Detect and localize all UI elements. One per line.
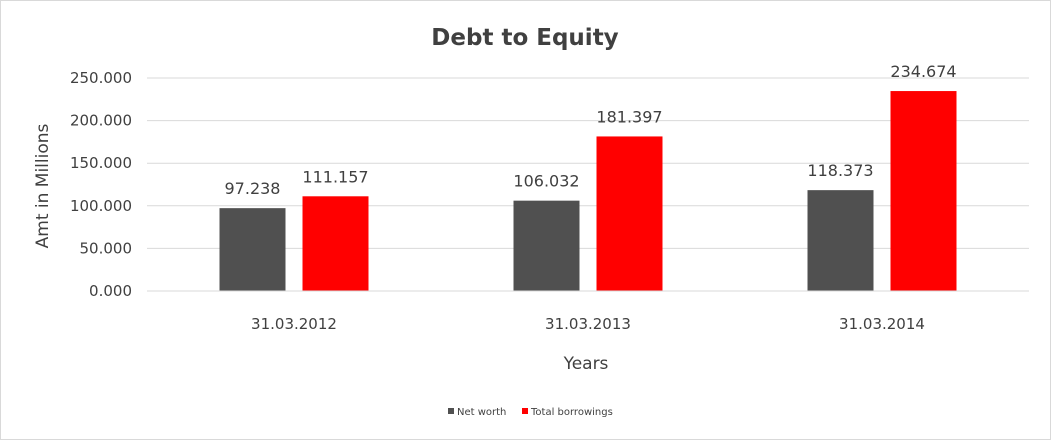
bars: [219, 91, 957, 291]
legend-swatch: [522, 408, 528, 414]
bar-total-borrowings: [302, 196, 369, 291]
y-tick-label: 250.000: [70, 69, 132, 87]
bar-total-borrowings: [596, 136, 663, 291]
y-tick-label: 50.000: [80, 239, 133, 257]
y-axis-title: Amt in Millions: [33, 123, 53, 248]
y-tick-label: 200.000: [70, 112, 132, 130]
chart-title: Debt to Equity: [431, 25, 618, 51]
y-axis-ticks: 0.000 50.000 100.000 150.000 200.000 250.000: [70, 69, 132, 300]
x-category-label: 31.03.2014: [839, 315, 925, 333]
data-label: 118.373: [807, 161, 873, 180]
bar-net-worth: [219, 208, 286, 291]
data-label: 111.157: [302, 167, 368, 186]
x-axis-title: Years: [563, 354, 609, 374]
gridlines: [147, 77, 1029, 249]
data-label: 181.397: [596, 107, 662, 126]
y-tick-label: 150.000: [70, 154, 132, 172]
y-tick-label: 0.000: [89, 282, 132, 300]
bar-net-worth: [807, 190, 874, 291]
bar-total-borrowings: [890, 91, 957, 291]
x-category-label: 31.03.2013: [545, 315, 631, 333]
data-label: 234.674: [890, 62, 956, 81]
legend-swatch: [448, 408, 454, 414]
data-label: 97.238: [225, 179, 281, 198]
data-label: 106.032: [513, 172, 579, 191]
bar-net-worth: [513, 200, 580, 291]
legend-label: Net worth: [457, 407, 506, 418]
legend-label: Total borrowings: [530, 407, 613, 418]
data-labels: 97.238 111.157 106.032 181.397 118.373 234.67…: [225, 62, 957, 198]
x-axis-categories: 31.03.2012 31.03.2013 31.03.2014: [251, 315, 925, 333]
x-category-label: 31.03.2012: [251, 315, 337, 333]
legend: Net worth Total borrowings: [448, 407, 613, 418]
y-tick-label: 100.000: [70, 197, 132, 215]
